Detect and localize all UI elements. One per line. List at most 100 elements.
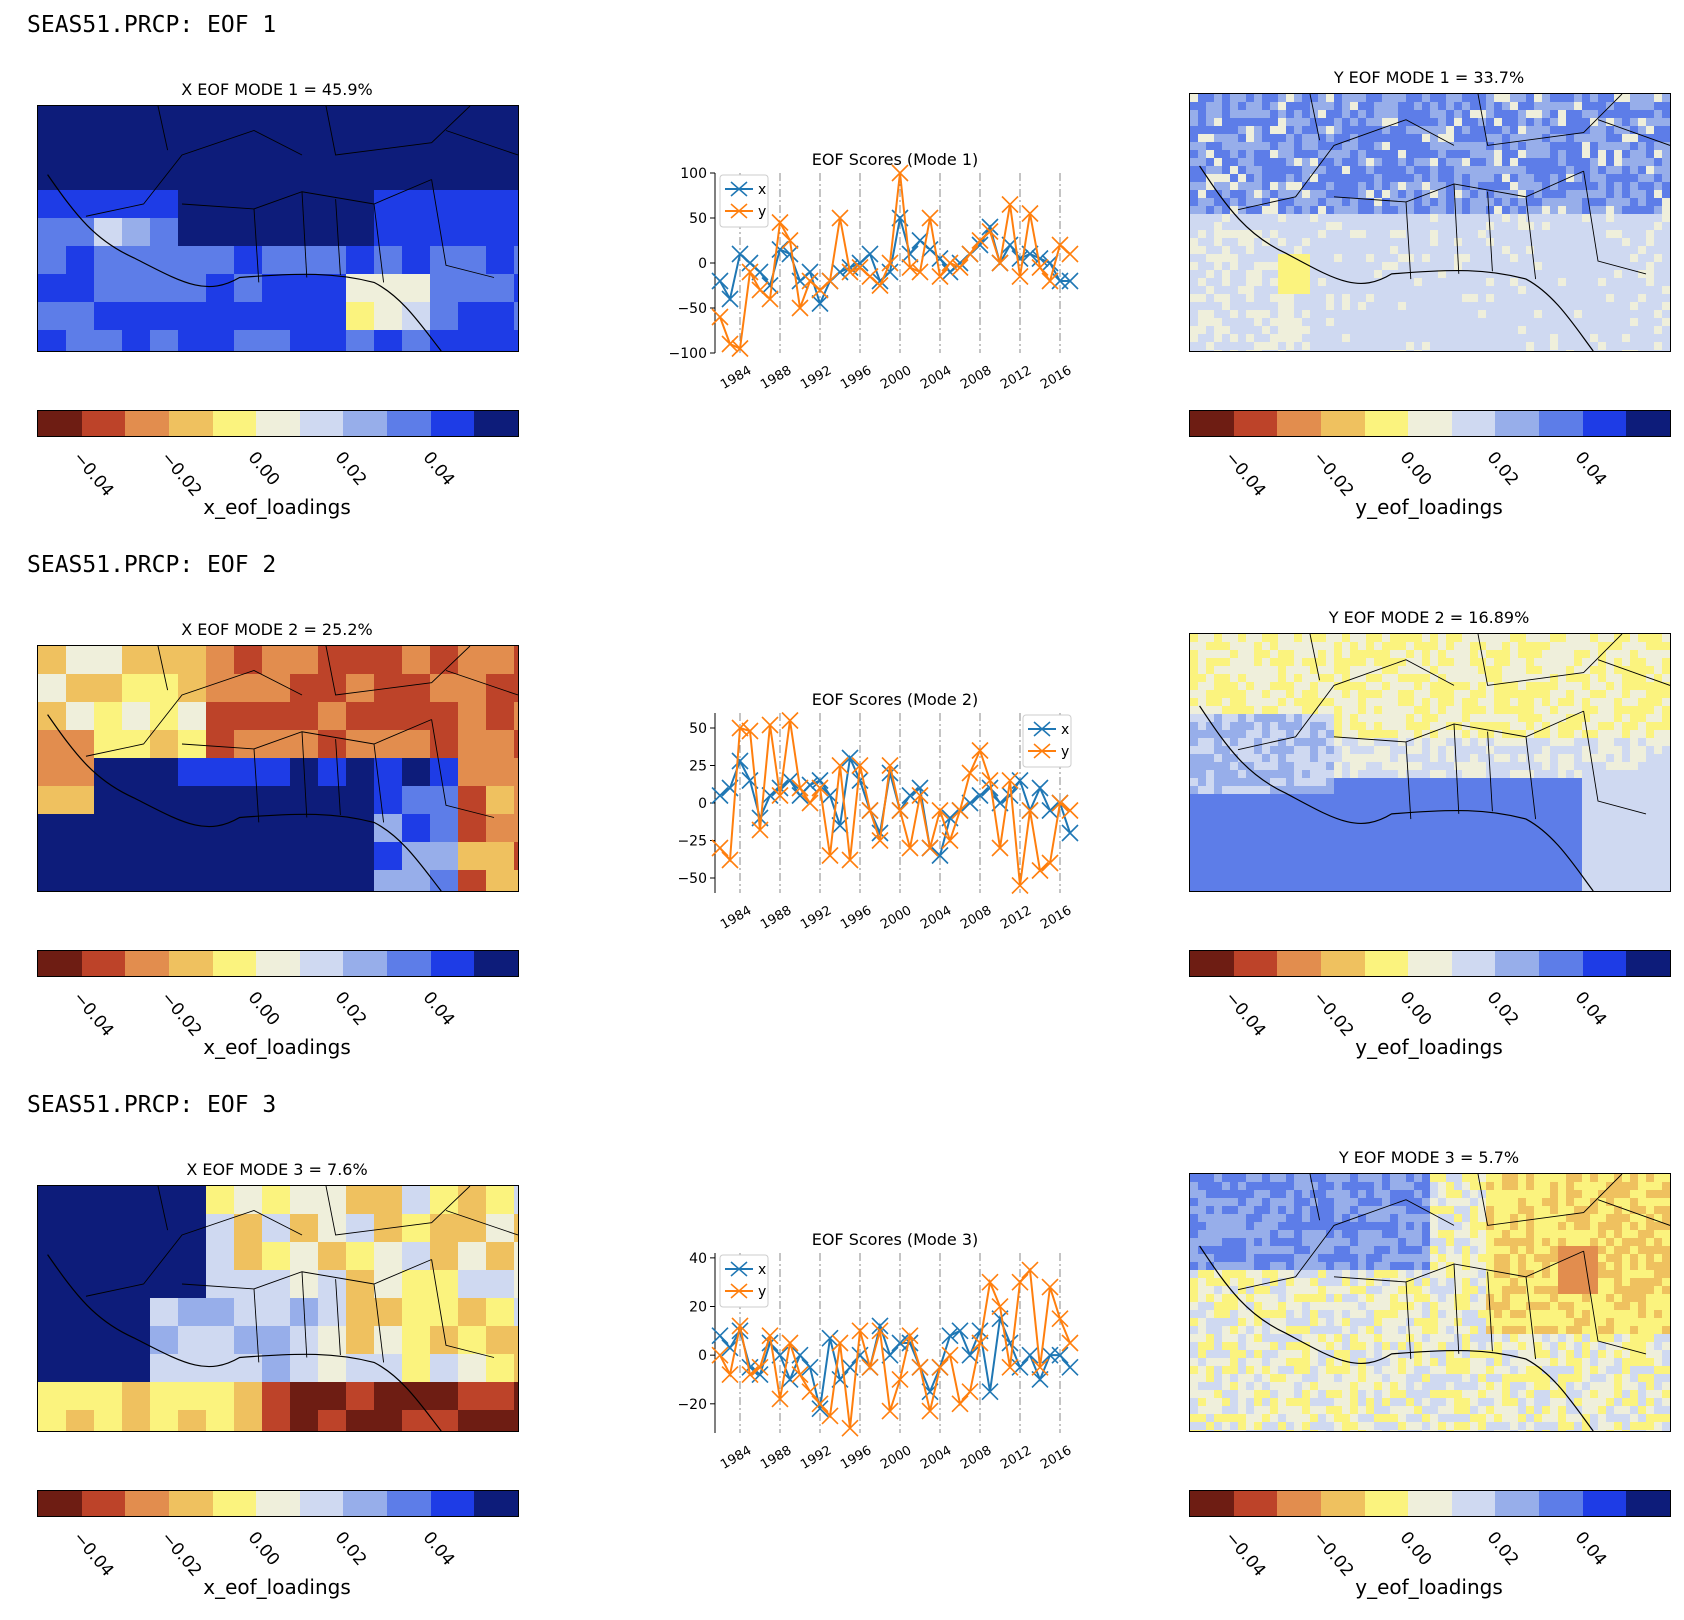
- colorbar-swatch: [125, 951, 169, 976]
- y-tick-label: 50: [689, 211, 707, 227]
- x-tick-label: 2008: [958, 903, 994, 933]
- colorbar-swatch: [256, 951, 300, 976]
- series-y-marker: [1062, 246, 1078, 262]
- x-tick-label: 1992: [798, 1443, 834, 1473]
- series-x-marker: [712, 1328, 728, 1344]
- colorbar-tick-label: 0.00: [244, 988, 284, 1030]
- series-y-marker: [1042, 273, 1058, 289]
- series-x-marker: [1032, 780, 1048, 796]
- colorbar-swatch: [343, 1491, 387, 1516]
- legend-label: x: [758, 182, 766, 198]
- colorbar-swatch: [1321, 1491, 1365, 1516]
- colorbar-tick-label: 0.04: [1570, 988, 1610, 1030]
- colorbar-tick-label: −0.04: [69, 1528, 118, 1581]
- colorbar-swatch: [431, 951, 475, 976]
- x-tick-label: 2008: [958, 363, 994, 393]
- colorbar-swatch: [38, 951, 82, 976]
- x-tick-label: 2012: [998, 1443, 1034, 1473]
- colorbar-swatch: [1626, 1491, 1670, 1516]
- colorbar-swatch: [343, 951, 387, 976]
- colorbar-tick-label: −0.02: [1308, 988, 1357, 1041]
- colorbar-swatch: [169, 1491, 213, 1516]
- colorbar-tick-label: 0.00: [1396, 988, 1436, 1030]
- colorbar-swatch: [1495, 1491, 1539, 1516]
- y-tick-label: 20: [689, 1300, 707, 1316]
- series-y-marker: [902, 840, 918, 856]
- series-y-marker: [712, 309, 728, 325]
- colorbar-swatch: [213, 411, 257, 436]
- colorbar-swatch: [1321, 411, 1365, 436]
- series-x-marker: [802, 264, 818, 280]
- x-tick-label: 1996: [838, 1443, 874, 1473]
- colorbar-tick-label: 0.02: [331, 1528, 371, 1570]
- x-colorbar-label: x_eof_loadings: [37, 495, 517, 519]
- legend-label: y: [1061, 744, 1069, 760]
- colorbar-tick-label: −0.02: [156, 988, 205, 1041]
- colorbar-swatch: [1234, 411, 1278, 436]
- series-y-marker: [962, 765, 978, 781]
- x-tick-label: 2004: [918, 903, 954, 933]
- y-tick-label: −20: [677, 1397, 707, 1413]
- colorbar-tick-label: 0.02: [1483, 988, 1523, 1030]
- colorbar-swatch: [256, 1491, 300, 1516]
- colorbar-swatch: [300, 1491, 344, 1516]
- colorbar-swatch: [1365, 951, 1409, 976]
- y-eof-map: [1189, 633, 1671, 892]
- colorbar-tick-label: 0.00: [1396, 1528, 1436, 1570]
- x-tick-label: 2000: [878, 363, 914, 393]
- colorbar-swatch: [213, 951, 257, 976]
- series-y-marker: [722, 1367, 738, 1383]
- panel-title: SEAS51.PRCP: EOF 3: [27, 1092, 276, 1118]
- x-tick-label: 2000: [878, 1443, 914, 1473]
- colorbar-swatch: [1190, 1491, 1234, 1516]
- colorbar-tick-label: 0.04: [1570, 1528, 1610, 1570]
- x-tick-label: 2000: [878, 903, 914, 933]
- x-tick-label: 2016: [1038, 903, 1074, 933]
- y-colorbar: [1189, 950, 1671, 977]
- colorbar-swatch: [1495, 951, 1539, 976]
- colorbar-swatch: [1190, 951, 1234, 976]
- x-tick-label: 1988: [758, 903, 794, 933]
- colorbar-swatch: [1277, 411, 1321, 436]
- colorbar-swatch: [431, 1491, 475, 1516]
- series-x-marker: [1012, 773, 1028, 789]
- x-tick-label: 1992: [798, 363, 834, 393]
- x-tick-label: 1996: [838, 363, 874, 393]
- colorbar-swatch: [125, 1491, 169, 1516]
- x-tick-label: 2004: [918, 363, 954, 393]
- series-y-marker: [862, 803, 878, 819]
- series-x-marker: [712, 788, 728, 804]
- colorbar-swatch: [1452, 951, 1496, 976]
- y-colorbar-label: y_eof_loadings: [1189, 495, 1669, 519]
- x-eof-map: [37, 1185, 519, 1432]
- x-tick-label: 2012: [998, 903, 1034, 933]
- y-tick-label: 50: [689, 721, 707, 737]
- colorbar-tick-label: 0.02: [331, 988, 371, 1030]
- colorbar-swatch: [125, 411, 169, 436]
- x-tick-label: 1996: [838, 903, 874, 933]
- y-eof-map: [1189, 1173, 1671, 1432]
- legend-label: x: [758, 1262, 766, 1278]
- series-x-marker: [782, 773, 798, 789]
- colorbar-tick-label: −0.04: [69, 988, 118, 1041]
- colorbar-swatch: [1234, 951, 1278, 976]
- series-x-marker: [862, 246, 878, 262]
- colorbar-swatch: [1539, 1491, 1583, 1516]
- colorbar-swatch: [1626, 411, 1670, 436]
- colorbar-swatch: [1452, 411, 1496, 436]
- colorbar-swatch: [1408, 951, 1452, 976]
- series-x-marker: [752, 1367, 768, 1383]
- colorbar-swatch: [387, 951, 431, 976]
- y-tick-label: −50: [677, 871, 707, 887]
- x-tick-label: 1984: [718, 1443, 754, 1473]
- x-tick-label: 2004: [918, 1443, 954, 1473]
- colorbar-swatch: [1321, 951, 1365, 976]
- x-tick-label: 1988: [758, 1443, 794, 1473]
- colorbar-tick-label: 0.00: [244, 448, 284, 490]
- colorbar-tick-label: −0.02: [156, 448, 205, 501]
- series-y-marker: [1062, 1335, 1078, 1351]
- colorbar-swatch: [474, 951, 518, 976]
- colorbar-swatch: [300, 411, 344, 436]
